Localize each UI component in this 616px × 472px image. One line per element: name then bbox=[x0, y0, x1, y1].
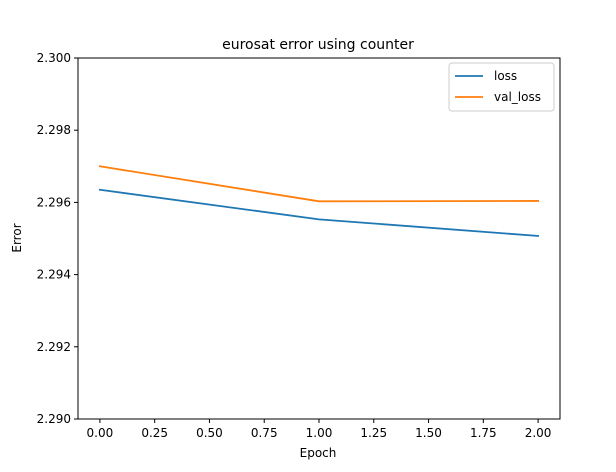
x-tick-label: 0.25 bbox=[141, 426, 168, 440]
series-line-loss bbox=[98, 188, 540, 237]
legend-box bbox=[448, 62, 555, 112]
x-tick-label: 2.00 bbox=[525, 426, 552, 440]
y-tick-label: 2.298 bbox=[37, 123, 71, 137]
x-axis-ticks: 0.00 0.25 0.50 0.75 1.00 1.25 1.50 1.75 2.00 bbox=[87, 419, 552, 440]
y-tick-label: 2.300 bbox=[37, 51, 71, 65]
legend: loss val_loss bbox=[448, 62, 555, 112]
chart-title: eurosat error using counter bbox=[222, 37, 414, 53]
legend-label-loss: loss bbox=[494, 69, 517, 83]
series-lines bbox=[98, 165, 540, 237]
x-tick-label: 0.00 bbox=[87, 426, 114, 440]
y-tick-label: 2.290 bbox=[37, 412, 71, 426]
x-tick-label: 1.75 bbox=[470, 426, 497, 440]
legend-label-val-loss: val_loss bbox=[494, 90, 541, 104]
series-line-val-loss bbox=[98, 165, 539, 203]
x-axis-label: Epoch bbox=[300, 446, 337, 460]
x-tick-label: 1.25 bbox=[360, 426, 387, 440]
y-axis-ticks: 2.290 2.292 2.294 2.296 2.298 2.300 bbox=[37, 51, 78, 426]
y-tick-label: 2.292 bbox=[37, 340, 71, 354]
y-axis-label: Error bbox=[10, 223, 24, 252]
y-tick-label: 2.296 bbox=[37, 195, 71, 209]
y-tick-label: 2.294 bbox=[37, 268, 71, 282]
x-tick-label: 0.75 bbox=[251, 426, 278, 440]
plot-area-frame bbox=[77, 57, 561, 420]
legend-entries: loss val_loss bbox=[455, 69, 541, 104]
x-tick-label: 1.50 bbox=[415, 426, 442, 440]
x-tick-label: 0.50 bbox=[196, 426, 223, 440]
x-tick-label: 1.00 bbox=[306, 426, 333, 440]
